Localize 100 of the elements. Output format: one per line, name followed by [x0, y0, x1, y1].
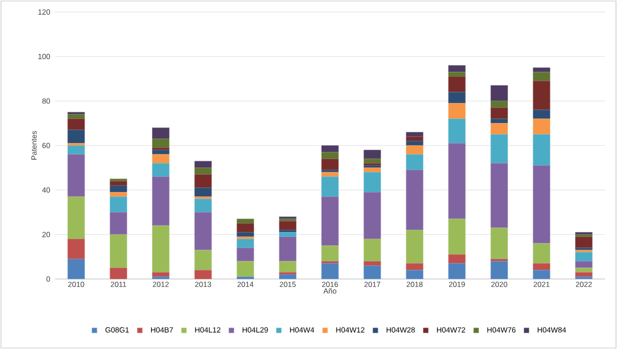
bar: [194, 212, 212, 250]
bar: [406, 140, 424, 146]
bar: [110, 178, 128, 182]
bar: [575, 268, 592, 272]
bar: [321, 196, 339, 246]
bar: [364, 266, 381, 280]
bar: [321, 176, 339, 197]
bar: [532, 72, 550, 82]
bar: [364, 172, 381, 192]
bar: [575, 276, 592, 280]
bar: [321, 170, 339, 172]
bar: [490, 163, 508, 228]
bar: [279, 232, 296, 237]
bar: [194, 160, 212, 168]
bar: [110, 212, 128, 235]
bar: [532, 165, 550, 244]
bar: [236, 232, 254, 237]
bar: [152, 128, 170, 139]
bar: [110, 234, 128, 268]
bar: [490, 258, 508, 262]
bar: [321, 172, 339, 177]
bar: [575, 252, 592, 262]
bar: [152, 272, 170, 277]
bar: [321, 145, 339, 152]
bar: [321, 245, 339, 262]
bar: [236, 238, 254, 248]
bar: [575, 261, 592, 268]
bar: [279, 274, 296, 280]
bar: [448, 143, 466, 220]
bar: [68, 196, 85, 240]
bar: [68, 130, 85, 144]
bar: [490, 100, 508, 108]
bar: [490, 228, 508, 260]
bar: [532, 118, 550, 135]
bar: [68, 145, 85, 155]
bar: [279, 261, 296, 272]
bar: [152, 176, 170, 226]
bar: [532, 110, 550, 119]
bar: [321, 263, 339, 280]
bar: [152, 276, 170, 280]
bar: [406, 154, 424, 170]
bar: [532, 80, 550, 110]
bar: [448, 118, 466, 144]
bar: [110, 185, 128, 192]
bar: [152, 225, 170, 272]
bar: [490, 118, 508, 124]
bar: [406, 263, 424, 270]
bar: [490, 123, 508, 135]
bar: [364, 238, 381, 262]
bar: [152, 138, 170, 148]
bar: [448, 263, 466, 280]
bar: [448, 218, 466, 255]
bar: [490, 108, 508, 119]
bar: [194, 270, 212, 280]
bar: [236, 218, 254, 224]
bar: [406, 132, 424, 137]
bar: [194, 168, 212, 175]
bar: [279, 230, 296, 232]
bar: [194, 198, 212, 212]
bar: [321, 158, 339, 170]
bar: [152, 154, 170, 164]
bar: [236, 248, 254, 262]
bar: [321, 152, 339, 159]
bar: [490, 261, 508, 280]
bar: [110, 196, 128, 212]
bar: [236, 261, 254, 277]
bar: [406, 270, 424, 280]
bar: [152, 150, 170, 155]
bar: [490, 134, 508, 164]
bar: [490, 85, 508, 102]
bar: [448, 76, 466, 92]
bar: [364, 158, 381, 164]
bar: [68, 118, 85, 130]
bar: [110, 192, 128, 197]
bar: [448, 72, 466, 77]
bar: [110, 268, 128, 280]
bar: [68, 154, 85, 197]
bar: [194, 174, 212, 188]
bar: [364, 261, 381, 266]
bar: [406, 145, 424, 155]
bar: [532, 263, 550, 270]
bar: [406, 170, 424, 230]
bar: [68, 114, 85, 119]
bar: [194, 188, 212, 197]
bar: [448, 65, 466, 72]
bar: [364, 150, 381, 159]
bar: [448, 254, 466, 264]
bar: [194, 250, 212, 270]
bar: [68, 258, 85, 280]
bar: [364, 168, 381, 172]
bar: [448, 103, 466, 119]
bar: [532, 134, 550, 166]
bar: [364, 192, 381, 240]
bar: [152, 163, 170, 177]
bar: [406, 230, 424, 264]
bar: [575, 236, 592, 248]
bar: [279, 236, 296, 262]
bar: [279, 221, 296, 230]
bar: [236, 223, 254, 232]
bar: [68, 238, 85, 260]
